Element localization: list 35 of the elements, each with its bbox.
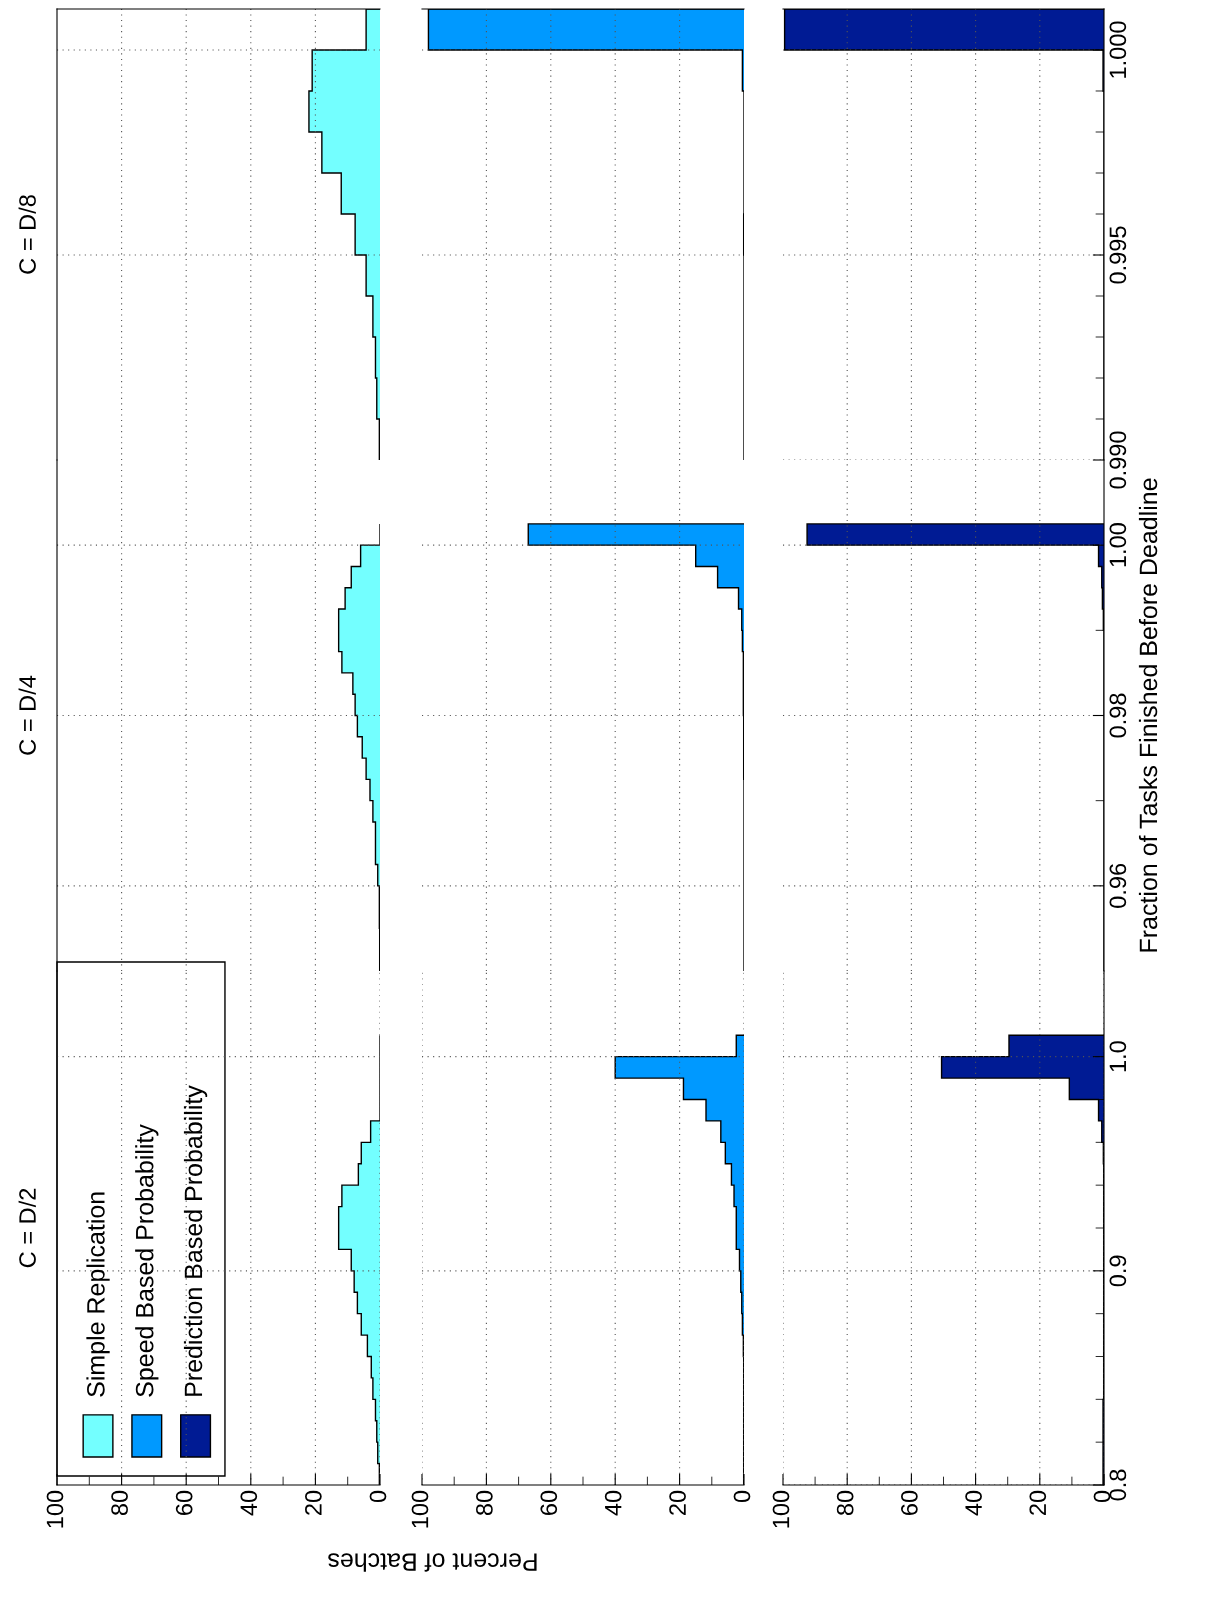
- y-tick-label: 0.96: [1109, 863, 1127, 908]
- x-tick-label: 40: [240, 1490, 258, 1516]
- x-tick-label: 0: [1093, 1490, 1111, 1503]
- y-tick-label: 0.8: [1109, 1469, 1127, 1501]
- x-tick-label: 80: [476, 1490, 493, 1516]
- x-tick-label: 60: [540, 1490, 558, 1515]
- x-tick-label: 80: [111, 1490, 128, 1516]
- x-tick-label: 20: [1029, 1490, 1047, 1515]
- y-tick-label: 0.990: [1109, 431, 1127, 489]
- x-tick-label: 0: [369, 1490, 387, 1503]
- y-tick-label: 0.98: [1109, 693, 1127, 738]
- y-tick-label: 1.00: [1109, 523, 1127, 567]
- text: C = D/2: [18, 1188, 36, 1268]
- text: Simple Replication: [86, 1192, 110, 1397]
- x-tick-label: 40: [604, 1490, 622, 1516]
- y-axis-title: Fraction of Tasks Finished Before Deadline: [1138, 478, 1158, 952]
- x-tick-label: 20: [669, 1490, 686, 1515]
- x-tick-label: 20: [305, 1490, 322, 1515]
- x-tick-label: 40: [965, 1490, 982, 1516]
- x-tick-label: 100: [46, 1490, 64, 1528]
- text: Speed Based Probability: [135, 1124, 159, 1397]
- y-tick-label: 0.995: [1109, 226, 1127, 284]
- text: C = D/8: [18, 195, 36, 274]
- x-tick-label: 60: [175, 1490, 193, 1515]
- y-tick-label: 1.0: [1109, 1041, 1127, 1072]
- y-tick-label: 0.9: [1109, 1255, 1127, 1287]
- text: C = D/4: [18, 675, 36, 755]
- y-tick-label: 1.000: [1109, 21, 1127, 78]
- text: Prediction Based Probability: [183, 1085, 208, 1396]
- x-tick-label: 80: [836, 1490, 854, 1516]
- x-tick-label: 100: [772, 1490, 790, 1528]
- x-tick-label: 0: [733, 1490, 751, 1503]
- x-axis-title: Percent of Batches: [328, 1553, 537, 1572]
- x-tick-label: 100: [411, 1490, 429, 1528]
- x-tick-label: 60: [901, 1490, 918, 1515]
